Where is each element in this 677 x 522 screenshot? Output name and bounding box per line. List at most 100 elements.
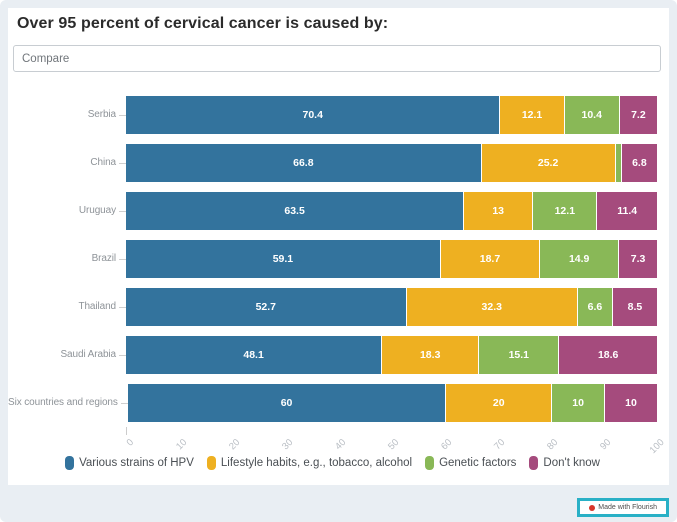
bar-segment[interactable]: 70.4 [126,96,500,134]
category-tick-dash [119,210,126,212]
category-tick-dash [119,114,126,116]
bar-value-label: 11.4 [617,205,638,217]
bar-track: 70.4 12.1 10.4 7.2 [126,96,657,134]
legend: Various strains of HPV Lifestyle habits, … [8,456,657,470]
category-label: Serbia [87,108,116,120]
bar-segment[interactable]: 6.8 [620,144,657,182]
bar-value-label: 7.3 [630,253,646,265]
bar-segment[interactable]: 12.1 [532,192,597,230]
bar-value-label: 13 [492,205,505,217]
category-label-cell: China [8,156,126,169]
chart-card: Over 95 percent of cervical cancer is ca… [8,8,669,485]
bar-segment[interactable]: 18.6 [558,336,657,374]
chart-row: Serbia 70.4 12.1 10.4 7.2 [8,91,657,139]
bar-value-label: 10 [625,397,637,409]
bar-segment[interactable]: 66.8 [126,144,481,182]
bar-segment[interactable]: 20 [445,384,552,422]
category-label-cell: Uruguay [8,204,126,217]
chart-row: Uruguay 63.5 13 12.1 11.4 [8,187,657,235]
bar-value-label: 25.2 [537,157,559,169]
category-label-cell: Thailand [8,301,126,313]
bar-value-label: 7.2 [631,109,646,121]
chart-title: Over 95 percent of cervical cancer is ca… [17,15,389,32]
flourish-dot-icon [589,504,596,511]
flourish-badge[interactable]: Made with Flourish [577,498,669,517]
bar-segment[interactable]: 60 [127,384,446,422]
bar-segment[interactable] [614,144,621,182]
bar-segment[interactable]: 11.4 [596,192,657,230]
bar-value-label: 10.4 [581,109,602,121]
category-tick-dash [119,162,126,164]
legend-item[interactable]: Genetic factors [425,456,516,470]
x-axis-tick-label: 80 [545,437,561,453]
x-axis-tick-label: 100 [647,437,667,456]
bar-segment[interactable]: 52.7 [126,288,406,326]
x-axis-zero-tick [126,427,127,435]
legend-label: Lifestyle habits, e.g., tobacco, alcohol [220,457,413,469]
bar-segment[interactable]: 15.1 [478,336,559,374]
legend-item[interactable]: Don't know [529,456,600,470]
bar-value-label: 32.3 [481,301,502,313]
legend-item[interactable]: Lifestyle habits, e.g., tobacco, alcohol [206,456,413,470]
bar-track: 52.7 32.3 6.6 8.5 [126,288,657,326]
bar-value-label: 18.7 [479,253,501,265]
x-axis-tick-label: 30 [279,437,296,453]
bar-value-label: 48.1 [243,349,264,361]
bar-value-label: 66.8 [293,157,314,169]
category-label-cell: Serbia [8,108,126,121]
bar-track: 60 20 10 10 [127,384,657,422]
bar-value-label: 14.9 [568,253,590,265]
bar-segment[interactable]: 12.1 [499,96,564,134]
bar-segment[interactable]: 25.2 [480,144,615,182]
category-label: China [90,156,116,168]
bar-segment[interactable]: 18.3 [381,336,479,374]
category-tick-dash [119,258,126,260]
bar-track: 59.1 18.7 14.9 7.3 [126,240,657,278]
chart-row: China 66.8 25.2 6.8 [8,139,657,187]
x-axis-tick-label: 10 [173,437,189,453]
legend-label: Various strains of HPV [79,457,194,469]
bar-segment[interactable]: 7.2 [618,96,657,134]
bar-value-label: 70.4 [302,109,323,121]
legend-swatch [529,456,539,470]
chart-row: Six countries and regions 60 20 10 10 [8,379,657,427]
category-tick-dash [120,402,128,404]
x-axis-tick-label: 0 [124,437,136,449]
legend-swatch [65,456,75,470]
bar-segment[interactable]: 8.5 [611,288,657,326]
bar-segment[interactable]: 18.7 [439,240,540,278]
bar-segment[interactable]: 14.9 [539,240,619,278]
bar-value-label: 8.5 [627,301,643,313]
legend-item[interactable]: Various strains of HPV [65,456,194,470]
category-label: Saudi Arabia [60,348,116,360]
bar-track: 48.1 18.3 15.1 18.6 [126,336,657,374]
category-label: Brazil [91,252,117,264]
category-tick-dash [119,354,126,356]
bar-segment[interactable]: 32.3 [405,288,577,326]
bar-segment[interactable]: 10 [604,384,657,422]
bar-segment[interactable]: 13 [463,192,533,230]
bar-segment[interactable]: 6.6 [576,288,612,326]
bar-segment[interactable]: 48.1 [126,336,382,374]
bar-value-label: 12.1 [521,109,543,121]
bar-value-label: 18.6 [597,349,619,361]
bar-value-label: 10 [572,397,584,409]
chart-row: Saudi Arabia 48.1 18.3 15.1 18.6 [8,331,657,379]
bar-segment[interactable]: 63.5 [126,192,464,230]
chart-row: Brazil 59.1 18.7 14.9 7.3 [8,235,657,283]
category-label: Six countries and regions [8,396,118,408]
bar-segment[interactable]: 10.4 [563,96,619,134]
category-label-cell: Saudi Arabia [8,348,126,361]
category-label-cell: Six countries and regions [8,396,128,409]
bar-segment[interactable]: 7.3 [618,240,657,278]
bar-segment[interactable]: 10 [551,384,605,422]
plot-area: Serbia 70.4 12.1 10.4 7.2 China 66.8 25.2 6.8 Uru… [8,91,657,427]
category-label: Uruguay [78,204,116,216]
compare-input[interactable] [13,45,661,72]
legend-label: Don't know [543,457,600,469]
bar-value-label: 15.1 [508,349,529,361]
bar-segment[interactable]: 59.1 [126,240,440,278]
x-axis-tick-label: 70 [492,437,508,453]
flourish-badge-label: Made with Flourish [598,504,657,511]
